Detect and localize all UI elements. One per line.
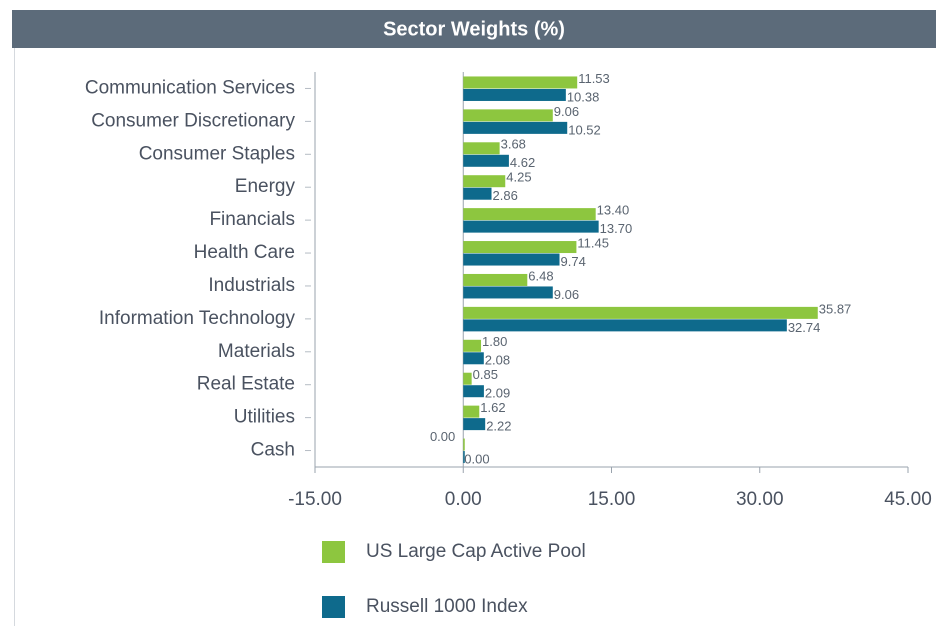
legend-label: US Large Cap Active Pool [366, 541, 586, 562]
value-label: 11.45 [577, 235, 609, 250]
value-label: 4.62 [510, 155, 535, 170]
bar [463, 154, 509, 167]
value-label: 1.62 [480, 400, 505, 415]
value-label: 35.87 [819, 301, 852, 316]
header-bar [12, 10, 936, 48]
legend-label: Russell 1000 Index [366, 596, 528, 617]
legend-swatch [322, 541, 345, 563]
value-label: 6.48 [528, 268, 553, 283]
x-tick-label: 0.00 [445, 489, 482, 510]
value-label: 11.53 [578, 71, 610, 86]
bar [463, 339, 482, 352]
bar [463, 121, 568, 134]
y-tick-label: Health Care [194, 242, 295, 263]
value-label: 32.74 [788, 320, 821, 335]
chart-title: Sector Weights (%) [383, 18, 565, 40]
x-tick-label: -15.00 [288, 489, 342, 510]
value-label: 3.68 [501, 137, 526, 152]
bar [463, 319, 787, 332]
value-label: 2.86 [493, 188, 518, 203]
bar [463, 286, 553, 299]
bar [463, 273, 528, 286]
bar [463, 76, 578, 89]
bar [463, 142, 500, 155]
bar [463, 405, 480, 418]
value-label: 13.40 [597, 203, 630, 218]
value-label: 9.74 [561, 254, 586, 269]
bar [463, 438, 465, 451]
bar [463, 372, 472, 385]
bar [463, 241, 577, 254]
legend-swatch [322, 596, 345, 618]
x-tick-label: 15.00 [588, 489, 636, 510]
bar [463, 352, 484, 365]
bar [463, 220, 599, 233]
bar [463, 88, 566, 101]
value-label: 10.38 [567, 89, 600, 104]
bar [463, 175, 506, 188]
value-label: 1.80 [482, 334, 507, 349]
value-label: 2.08 [485, 353, 510, 368]
value-label: 2.09 [485, 386, 510, 401]
value-label: 0.00 [430, 429, 455, 444]
bar [463, 418, 486, 431]
bar [463, 451, 465, 464]
y-tick-label: Industrials [208, 275, 295, 296]
bar [463, 385, 484, 398]
value-label: 9.06 [554, 287, 579, 302]
value-label: 13.70 [600, 221, 633, 236]
y-tick-label: Real Estate [197, 374, 295, 395]
y-tick-label: Materials [218, 341, 295, 362]
value-label: 0.00 [464, 451, 489, 466]
bar [463, 187, 492, 200]
y-tick-label: Energy [235, 176, 296, 197]
y-tick-label: Financials [209, 209, 295, 230]
y-tick-label: Consumer Discretionary [91, 110, 295, 131]
y-tick-label: Utilities [234, 407, 295, 428]
bar [463, 208, 596, 221]
bar [463, 253, 560, 266]
value-label: 10.52 [568, 122, 601, 137]
bar [463, 109, 553, 122]
value-label: 2.22 [486, 419, 511, 434]
y-tick-label: Information Technology [99, 308, 296, 329]
bar [463, 306, 818, 319]
y-tick-label: Communication Services [85, 77, 295, 98]
x-tick-label: 30.00 [736, 489, 784, 510]
value-label: 9.06 [554, 104, 579, 119]
y-tick-label: Cash [251, 440, 295, 461]
value-label: 4.25 [506, 170, 531, 185]
y-tick-label: Consumer Staples [139, 143, 295, 164]
x-tick-label: 45.00 [884, 489, 932, 510]
value-label: 0.85 [473, 367, 498, 382]
